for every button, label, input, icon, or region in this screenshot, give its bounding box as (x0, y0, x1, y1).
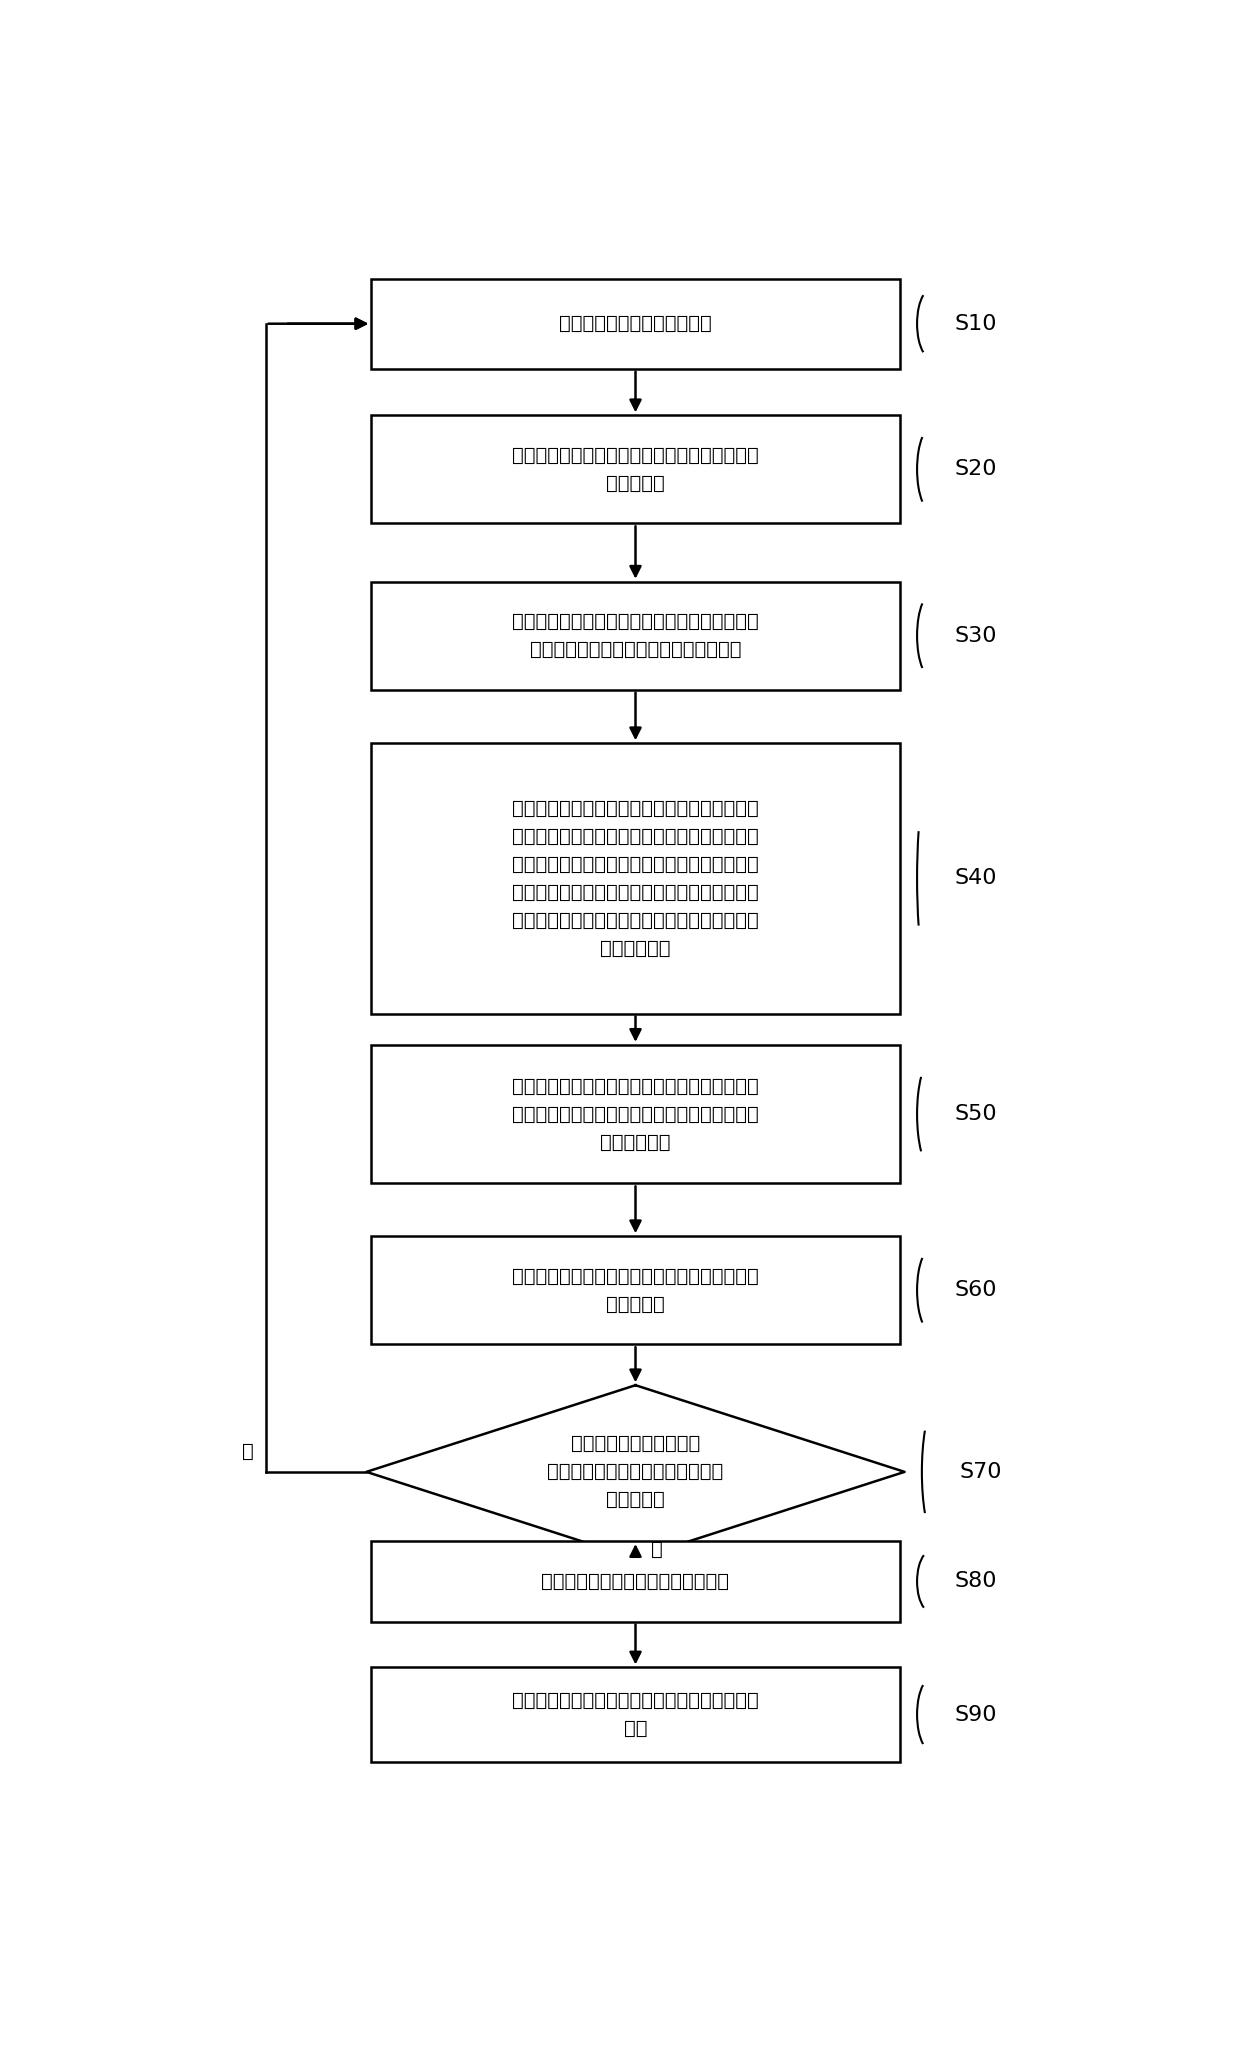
Text: 否: 否 (242, 1441, 254, 1460)
Text: 所述接收端获取空闲的发射端: 所述接收端获取空闲的发射端 (559, 313, 712, 334)
FancyBboxPatch shape (371, 742, 900, 1015)
Text: S30: S30 (955, 625, 997, 645)
Text: 接收到所述目标发射端基于所述建立通信命令的
回复后，根据所述接收端与所述目标发射端的设
备信息计算出私有地址，其中，所述目标发射端
在回复建立通信命令时采用相同: 接收到所述目标发射端基于所述建立通信命令的 回复后，根据所述接收端与所述目标发射… (512, 798, 759, 959)
Text: 是: 是 (651, 1540, 662, 1559)
FancyBboxPatch shape (371, 1235, 900, 1344)
Text: 接收所述目标发射端的无线电能传输: 接收所述目标发射端的无线电能传输 (542, 1571, 729, 1592)
FancyBboxPatch shape (371, 278, 900, 369)
Text: S50: S50 (955, 1103, 997, 1124)
FancyBboxPatch shape (371, 1540, 900, 1621)
FancyBboxPatch shape (371, 414, 900, 524)
Text: S20: S20 (955, 460, 997, 478)
FancyBboxPatch shape (371, 581, 900, 691)
Polygon shape (367, 1386, 905, 1559)
Text: 当检测到按照所述无线电能传输时序传输的电能
时，向所述目标发射端发送建立通信命令: 当检测到按照所述无线电能传输时序传输的电能 时，向所述目标发射端发送建立通信命令 (512, 612, 759, 660)
Text: S10: S10 (955, 313, 997, 334)
Text: 通过所述私有地址向所述目标发射端发送私有地
址测试命令: 通过所述私有地址向所述目标发射端发送私有地 址测试命令 (512, 1266, 759, 1313)
Text: S70: S70 (960, 1462, 1002, 1483)
Text: S60: S60 (955, 1281, 997, 1301)
Text: 向所述空闲的发射端中的目标发射端发送无线电
能传输时序: 向所述空闲的发射端中的目标发射端发送无线电 能传输时序 (512, 445, 759, 493)
Text: S80: S80 (955, 1571, 997, 1592)
Text: 将所述无线射频模块的通信地址更改为所述共用
地址: 将所述无线射频模块的通信地址更改为所述共用 地址 (512, 1691, 759, 1738)
Text: 所述接收端将所述私有地址设置为所述无线射频
模块的通信地址，并通过所述私有地址与所述目
标发射端通信: 所述接收端将所述私有地址设置为所述无线射频 模块的通信地址，并通过所述私有地址与… (512, 1076, 759, 1151)
Text: S40: S40 (955, 868, 997, 889)
Text: S90: S90 (955, 1705, 997, 1724)
FancyBboxPatch shape (371, 1045, 900, 1184)
Text: 判断是否接收到所述目标
发射端基于所述私有地址测试命令
的回复信息: 判断是否接收到所述目标 发射端基于所述私有地址测试命令 的回复信息 (547, 1435, 724, 1509)
FancyBboxPatch shape (371, 1668, 900, 1761)
